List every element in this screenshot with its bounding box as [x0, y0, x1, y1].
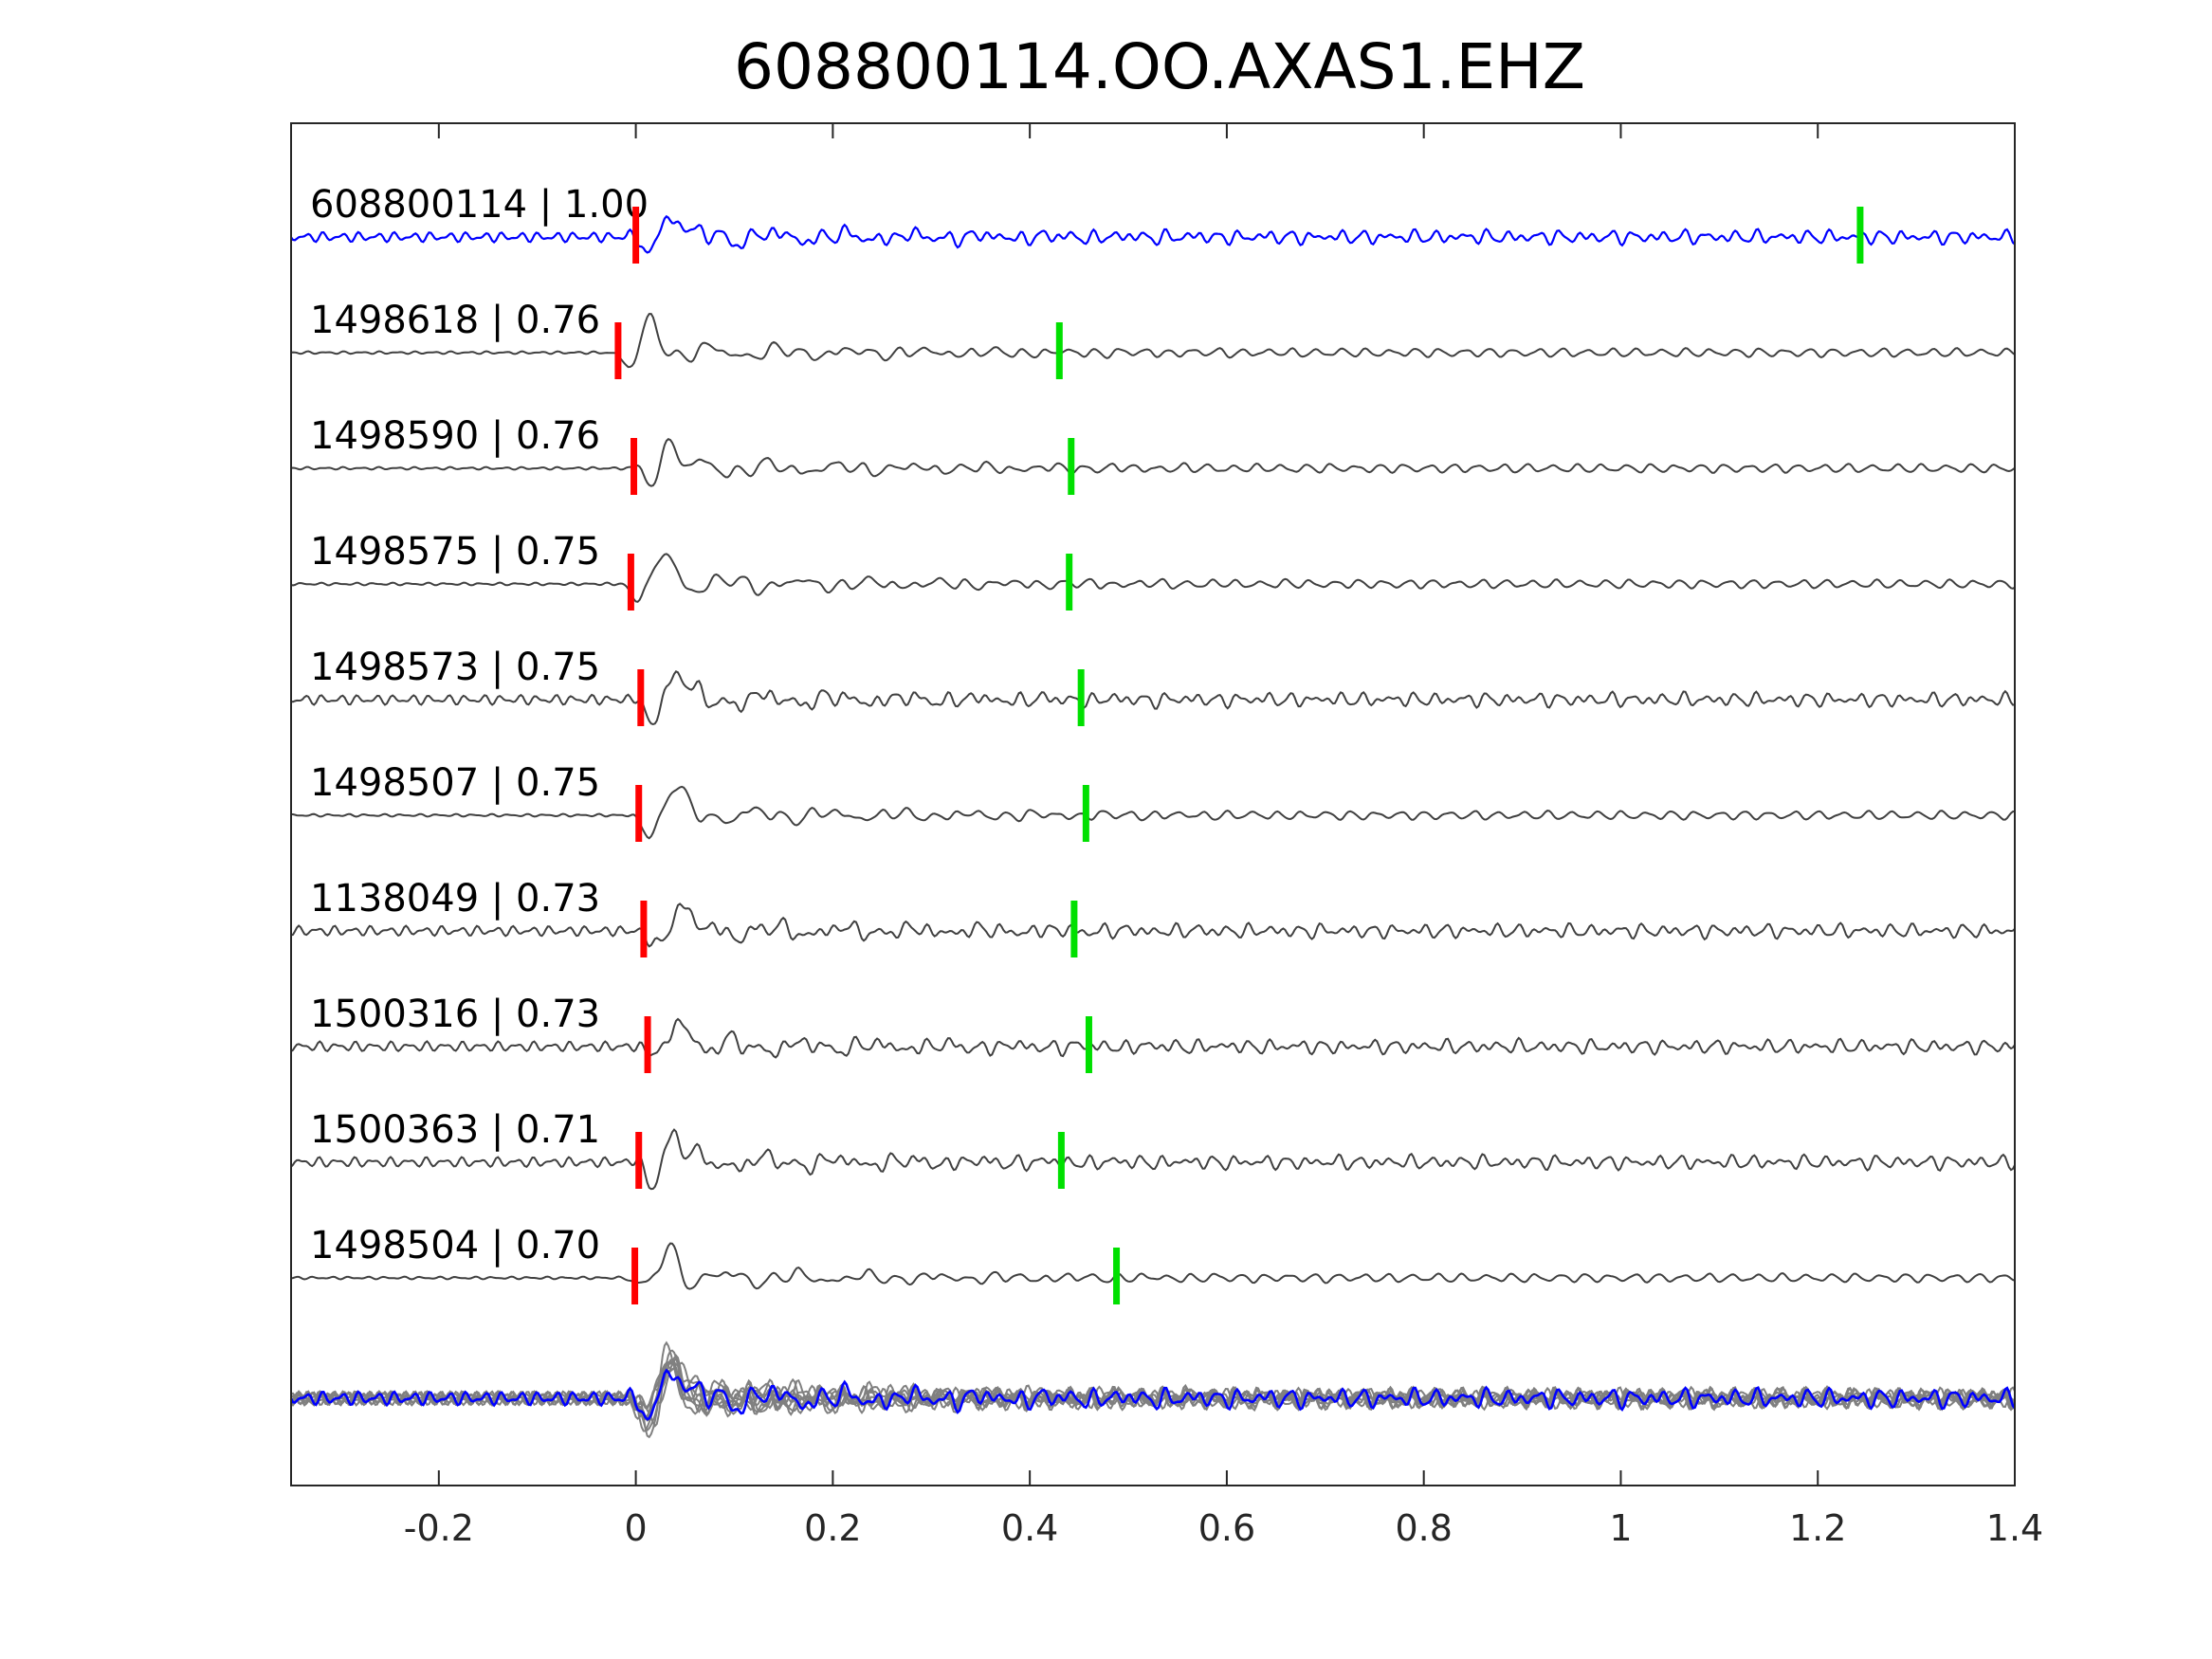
trace-label: 1498590 | 0.76: [310, 414, 600, 458]
waveform-trace: [290, 553, 2016, 603]
waveform-trace: [290, 1242, 2016, 1290]
trace-label: 1498573 | 0.75: [310, 646, 600, 689]
x-tick-label: 0.2: [804, 1507, 861, 1549]
x-tick-label: 1: [1609, 1507, 1632, 1549]
trace-label: 1138049 | 0.73: [310, 877, 600, 921]
axes-frame: [290, 122, 2016, 1486]
stack-template-trace: [289, 1368, 2017, 1421]
x-tick-label: 1.2: [1789, 1507, 1846, 1549]
x-tick-label: 0.6: [1198, 1507, 1255, 1549]
plot-area: 608800114 | 1.00 1498618 | 0.76 1498590 | …: [289, 122, 2043, 1549]
trace-label: 1500316 | 0.73: [310, 993, 600, 1036]
x-tick-label: 0: [625, 1507, 648, 1549]
waveform-trace: [290, 438, 2016, 487]
chart-title: 608800114.OO.AXAS1.EHZ: [734, 30, 1585, 103]
waveform-trace: [290, 1128, 2016, 1191]
x-tick-label: 0.4: [1001, 1507, 1058, 1549]
waveform-trace: [290, 214, 2016, 254]
waveform-trace: [290, 313, 2016, 369]
x-tick-label: -0.2: [404, 1507, 474, 1549]
waveform-trace: [290, 670, 2016, 725]
trace-label: 1498618 | 0.76: [310, 299, 600, 342]
waveform-trace: [291, 785, 2016, 840]
waveform-trace: [290, 902, 2016, 948]
x-tick-label: 1.4: [1986, 1507, 2043, 1549]
trace-label: 1498504 | 0.70: [310, 1224, 600, 1267]
waveform-trace: [290, 1017, 2016, 1059]
trace-label: 608800114 | 1.00: [310, 183, 649, 227]
trace-label: 1500363 | 0.71: [310, 1108, 600, 1152]
trace-label: 1498507 | 0.75: [310, 761, 600, 805]
x-tick-label: 0.8: [1395, 1507, 1452, 1549]
trace-label: 1498575 | 0.75: [310, 530, 600, 574]
